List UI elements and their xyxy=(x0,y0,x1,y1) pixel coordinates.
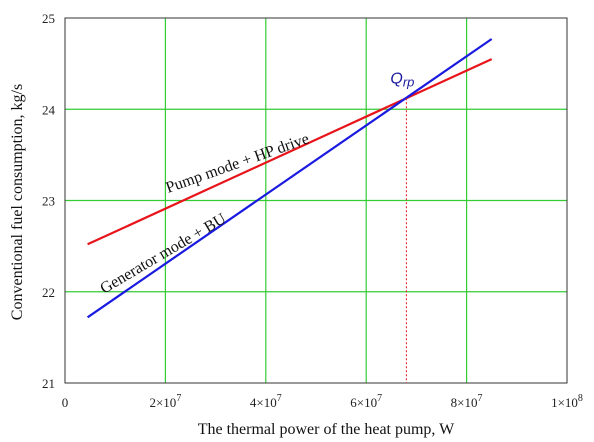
series-lines xyxy=(86,38,493,319)
y-axis-title: Conventional fuel consumption, kg/s xyxy=(9,84,26,320)
y-tick-label: 21 xyxy=(42,376,55,391)
series-label-pump-mode: Pump mode + HP drive xyxy=(164,130,312,196)
grid xyxy=(65,18,567,383)
series-label-generator-mode: Generator mode + BU xyxy=(97,210,229,297)
plot-border xyxy=(64,17,568,384)
y-tick-label: 24 xyxy=(42,102,56,117)
annotation-label: Qrp xyxy=(390,70,414,89)
y-tick-label: 22 xyxy=(42,285,55,300)
y-tick-label: 25 xyxy=(42,11,55,26)
x-tick-label: 0 xyxy=(62,395,69,410)
x-tick-label: 2×107 xyxy=(149,393,181,410)
x-tick-label: 8×107 xyxy=(451,393,483,410)
x-axis-title: The thermal power of the heat pump, W xyxy=(198,421,455,438)
y-tick-labels: 21 22 23 24 25 xyxy=(42,11,56,391)
series-line-0 xyxy=(87,58,493,246)
x-tick-label: 4×107 xyxy=(250,393,282,410)
y-tick-label: 23 xyxy=(42,194,55,209)
annotations: Qrp xyxy=(390,70,414,383)
series-line-1 xyxy=(86,38,493,319)
x-tick-labels: 0 2×107 4×107 6×107 8×107 1×108 xyxy=(62,393,583,410)
x-tick-label: 6×107 xyxy=(350,393,382,410)
x-tick-label: 1×108 xyxy=(551,393,583,410)
